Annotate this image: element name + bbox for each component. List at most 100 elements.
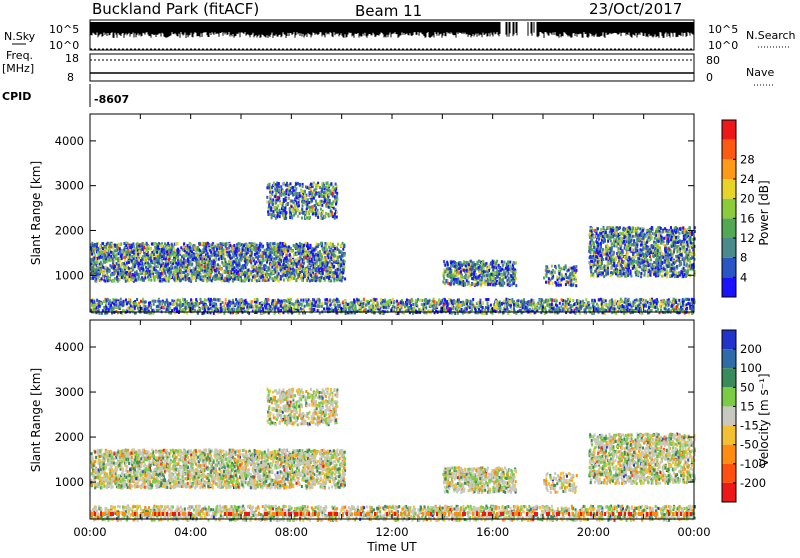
scatter-cell — [481, 262, 483, 265]
scatter-cell — [464, 283, 466, 286]
scatter-cell — [302, 250, 304, 253]
scatter-cell — [273, 183, 275, 186]
scatter-cell — [288, 245, 290, 248]
scatter-cell — [514, 274, 516, 277]
scatter-cell — [279, 215, 281, 218]
scatter-cell — [332, 194, 334, 197]
scatter-cell — [311, 200, 313, 203]
scatter-cell — [295, 183, 297, 186]
scatter-cell — [167, 242, 169, 245]
scatter-cell — [280, 194, 282, 197]
scatter-cell — [153, 268, 155, 271]
scatter-cell — [303, 268, 305, 271]
scatter-cell — [501, 284, 503, 287]
scatter-cell — [270, 272, 272, 275]
scatter-cell — [331, 188, 333, 191]
scatter-cell — [106, 249, 108, 252]
scatter-cell — [570, 284, 572, 287]
scatter-cell — [182, 262, 184, 265]
scatter-cell — [263, 259, 265, 262]
scatter-cell — [99, 245, 101, 248]
scatter-cell — [149, 270, 151, 273]
scatter-cell — [290, 182, 292, 185]
scatter-cell — [220, 245, 222, 248]
scatter-cell — [185, 247, 187, 250]
scatter-cell — [308, 191, 310, 194]
scatter-cell — [448, 275, 450, 278]
scatter-cell — [151, 270, 153, 273]
scatter-cell — [268, 213, 270, 216]
scatter-cell — [187, 260, 189, 263]
scatter-cell — [268, 205, 270, 208]
scatter-cell — [291, 216, 293, 219]
scatter-cell — [450, 274, 452, 277]
scatter-cell — [196, 271, 198, 274]
scatter-cell — [551, 265, 553, 268]
scatter-cell — [501, 260, 503, 263]
scatter-cell — [293, 270, 295, 273]
scatter-cell — [102, 266, 104, 269]
scatter-cell — [296, 278, 298, 281]
scatter-cell — [234, 277, 236, 280]
scatter-cell — [154, 276, 156, 279]
scatter-cell — [327, 181, 329, 184]
scatter-cell — [134, 260, 136, 263]
scatter-cell — [109, 244, 111, 247]
scatter-cell — [250, 262, 252, 265]
scatter-cell — [261, 252, 263, 255]
scatter-cell — [325, 263, 327, 266]
scatter-cell — [295, 270, 297, 273]
scatter-cell — [342, 271, 344, 274]
scatter-cell — [333, 275, 335, 278]
scatter-cell — [189, 243, 191, 246]
scatter-cell — [481, 276, 483, 279]
scatter-cell — [309, 268, 311, 271]
scatter-cell — [320, 264, 322, 267]
scatter-cell — [467, 274, 469, 277]
scatter-cell — [306, 186, 308, 189]
scatter-cell — [335, 189, 337, 192]
scatter-cell — [116, 262, 118, 265]
scatter-cell — [97, 267, 99, 270]
scatter-cell — [314, 275, 316, 278]
scatter-cell — [337, 260, 339, 263]
scatter-cell — [299, 242, 301, 245]
scatter-cell — [558, 277, 560, 280]
scatter-cell — [320, 208, 322, 211]
scatter-cell — [125, 271, 127, 274]
scatter-cell — [120, 243, 122, 246]
scatter-cell — [269, 183, 271, 186]
scatter-cell — [200, 266, 202, 269]
scatter-cell — [456, 266, 458, 269]
scatter-cell — [260, 254, 262, 257]
scatter-cell — [158, 259, 160, 262]
scatter-cell — [178, 249, 180, 252]
scatter-cell — [332, 249, 334, 252]
scatter-cell — [228, 260, 230, 263]
scatter-cell — [251, 242, 253, 245]
scatter-cell — [322, 262, 324, 265]
scatter-cell — [513, 262, 515, 265]
scatter-cell — [165, 248, 167, 251]
scatter-cell — [335, 196, 337, 199]
scatter-cell — [261, 267, 263, 270]
scatter-cell — [442, 280, 444, 283]
scatter-cell — [453, 278, 455, 281]
scatter-cell — [107, 267, 109, 270]
scatter-cell — [285, 204, 287, 207]
scatter-cell — [313, 278, 315, 281]
scatter-cell — [450, 271, 452, 274]
scatter-cell — [453, 282, 455, 285]
scatter-cell — [199, 276, 201, 279]
scatter-cell — [239, 278, 241, 281]
scatter-cell — [219, 265, 221, 268]
scatter-cell — [94, 244, 96, 247]
scatter-cell — [478, 266, 480, 269]
scatter-cell — [644, 274, 646, 277]
scatter-cell — [274, 278, 276, 281]
scatter-cell — [266, 196, 268, 199]
scatter-cell — [233, 244, 235, 247]
scatter-cell — [314, 189, 316, 192]
scatter-cell — [100, 278, 102, 281]
scatter-cell — [96, 243, 98, 246]
